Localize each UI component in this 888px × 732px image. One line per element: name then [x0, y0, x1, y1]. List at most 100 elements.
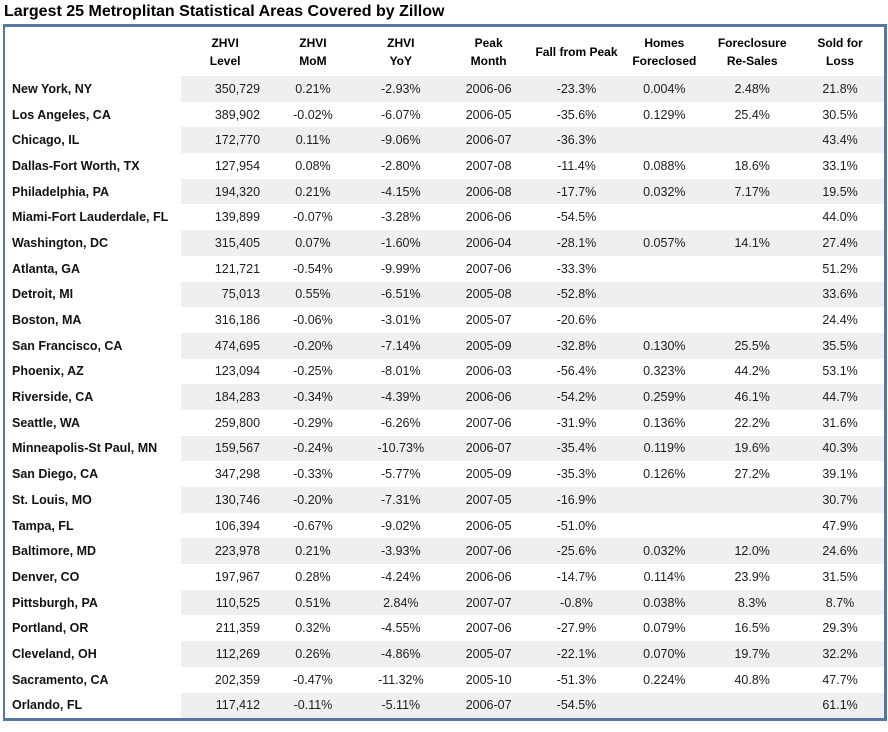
peak-month-cell: 2006-08	[444, 178, 533, 205]
zhvi-mom-cell: -0.20%	[269, 487, 357, 513]
zhvi-mom-cell: -0.34%	[269, 384, 357, 410]
zhvi-level-cell: 474,695	[181, 332, 270, 359]
homes-foreclosed-cell	[620, 255, 709, 282]
homes-foreclosed-cell: 0.032%	[620, 538, 709, 565]
table-row: Atlanta, GA 121,721 -0.54% -9.99% 2007-0…	[5, 255, 884, 282]
fall-from-peak-cell: -27.9%	[532, 615, 621, 642]
metro-name-cell: Atlanta, GA	[5, 255, 182, 282]
sold-for-loss-cell: 61.1%	[796, 692, 884, 719]
header-line-1: Peak	[474, 35, 503, 50]
sold-for-loss-cell: 47.7%	[796, 666, 884, 693]
zhvi-level-cell: 159,567	[181, 435, 270, 462]
homes-foreclosed-cell: 0.136%	[620, 409, 709, 436]
peak-month-cell: 2005-10	[444, 666, 533, 693]
table-row: Detroit, MI 75,013 0.55% -6.51% 2005-08 …	[5, 281, 884, 308]
sold-for-loss-cell: 19.5%	[796, 178, 884, 205]
zhvi-yoy-cell: -3.01%	[356, 307, 445, 333]
header-line-2: Level	[209, 53, 241, 68]
table-row: Philadelphia, PA 194,320 0.21% -4.15% 20…	[5, 178, 884, 205]
sold-for-loss-cell: 21.8%	[796, 76, 884, 102]
homes-foreclosed-cell: 0.038%	[620, 589, 709, 616]
header-line-2: Foreclosed	[632, 53, 697, 68]
zhvi-yoy-cell: -5.11%	[356, 692, 445, 719]
metro-name-cell: Denver, CO	[5, 564, 182, 590]
homes-foreclosed-cell: 0.129%	[620, 101, 709, 128]
header-line-2: MoM	[299, 53, 327, 68]
header-line-2: YoY	[389, 53, 413, 68]
homes-foreclosed-cell: 0.119%	[620, 435, 709, 462]
fall-from-peak-cell: -36.3%	[532, 127, 621, 154]
foreclosure-resales-cell	[708, 512, 797, 539]
zhvi-mom-cell: 0.55%	[269, 281, 357, 308]
homes-foreclosed-cell: 0.224%	[620, 666, 709, 693]
zhvi-mom-cell: -0.67%	[269, 512, 357, 539]
sold-for-loss-cell: 24.4%	[796, 307, 884, 333]
foreclosure-resales-cell	[708, 307, 797, 333]
homes-foreclosed-cell	[620, 281, 709, 308]
sold-for-loss-cell: 33.1%	[796, 153, 884, 179]
zhvi-mom-cell: -0.06%	[269, 307, 357, 333]
header-line-1: Fall from Peak	[535, 44, 618, 59]
foreclosure-resales-cell	[708, 692, 797, 719]
peak-month-cell: 2006-05	[444, 512, 533, 539]
peak-month-cell: 2006-06	[444, 384, 533, 410]
header-line-1: ZHVI	[299, 35, 327, 50]
peak-month-cell: 2006-06	[444, 564, 533, 590]
zhvi-level-cell: 75,013	[181, 281, 270, 308]
table-row: Riverside, CA 184,283 -0.34% -4.39% 2006…	[5, 384, 884, 410]
homes-foreclosed-cell: 0.323%	[620, 358, 709, 385]
metro-name-cell: Orlando, FL	[5, 692, 182, 719]
homes-foreclosed-cell	[620, 692, 709, 719]
zhvi-yoy-cell: -6.51%	[356, 281, 445, 308]
fall-from-peak-cell: -11.4%	[532, 153, 621, 179]
peak-month-cell: 2006-04	[444, 230, 533, 256]
sold-for-loss-cell: 53.1%	[796, 358, 884, 385]
foreclosure-resales-cell: 19.7%	[708, 641, 797, 667]
zhvi-mom-cell: 0.28%	[269, 564, 357, 590]
peak-month-cell: 2006-05	[444, 101, 533, 128]
zhvi-yoy-cell: -3.93%	[356, 538, 445, 565]
fall-from-peak-cell: -35.6%	[532, 101, 621, 128]
homes-foreclosed-cell: 0.079%	[620, 615, 709, 642]
zhvi-yoy-cell: -3.28%	[356, 204, 445, 231]
column-header-homes-foreclosed: Homes Foreclosed	[620, 27, 709, 76]
fall-from-peak-cell: -33.3%	[532, 255, 621, 282]
zhvi-yoy-cell: -7.14%	[356, 332, 445, 359]
column-header-sold-for-loss: Sold for Loss	[796, 27, 884, 76]
column-header-peak-month: Peak Month	[444, 27, 533, 76]
zhvi-level-cell: 121,721	[181, 255, 270, 282]
homes-foreclosed-cell: 0.004%	[620, 76, 709, 102]
zhvi-yoy-cell: -4.15%	[356, 178, 445, 205]
zhvi-level-cell: 316,186	[181, 307, 270, 333]
table-row: Baltimore, MD 223,978 0.21% -3.93% 2007-…	[5, 538, 884, 565]
peak-month-cell: 2007-06	[444, 409, 533, 436]
header-line-1: Sold for	[817, 35, 863, 50]
homes-foreclosed-cell: 0.259%	[620, 384, 709, 410]
zhvi-level-cell: 117,412	[181, 692, 270, 719]
header-line-1: ZHVI	[211, 35, 239, 50]
zhvi-level-cell: 194,320	[181, 178, 270, 205]
table-row: Miami-Fort Lauderdale, FL 139,899 -0.07%…	[5, 204, 884, 231]
metro-name-cell: Baltimore, MD	[5, 538, 182, 565]
column-header-zhvi-yoy: ZHVI YoY	[356, 27, 445, 76]
foreclosure-resales-cell	[708, 281, 797, 308]
foreclosure-resales-cell: 44.2%	[708, 358, 797, 385]
metro-name-cell: San Francisco, CA	[5, 332, 182, 359]
table-row: Chicago, IL 172,770 0.11% -9.06% 2006-07…	[5, 127, 884, 154]
zhvi-level-cell: 127,954	[181, 153, 270, 179]
fall-from-peak-cell: -16.9%	[532, 487, 621, 513]
zhvi-level-cell: 211,359	[181, 615, 270, 642]
zhvi-yoy-cell: -9.06%	[356, 127, 445, 154]
sold-for-loss-cell: 39.1%	[796, 461, 884, 487]
peak-month-cell: 2005-09	[444, 461, 533, 487]
peak-month-cell: 2006-07	[444, 692, 533, 719]
metro-name-cell: Washington, DC	[5, 230, 182, 256]
sold-for-loss-cell: 27.4%	[796, 230, 884, 256]
peak-month-cell: 2006-06	[444, 76, 533, 102]
peak-month-cell: 2007-07	[444, 589, 533, 616]
sold-for-loss-cell: 40.3%	[796, 435, 884, 462]
table-row: San Francisco, CA 474,695 -0.20% -7.14% …	[5, 332, 884, 359]
zhvi-mom-cell: 0.21%	[269, 178, 357, 205]
foreclosure-resales-cell: 12.0%	[708, 538, 797, 565]
